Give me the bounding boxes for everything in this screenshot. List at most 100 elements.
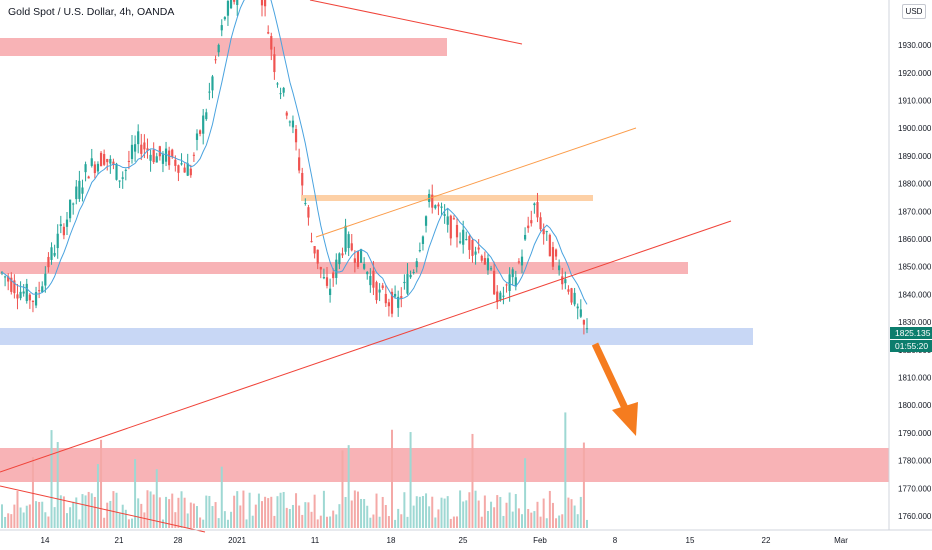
volume-bar xyxy=(387,516,390,528)
candle-body xyxy=(393,293,397,297)
candle-body xyxy=(406,274,409,294)
candle-body xyxy=(536,202,539,218)
candle-body xyxy=(545,231,548,233)
price-tick-label: 1900.000 xyxy=(898,124,932,133)
volume-bar xyxy=(174,512,177,528)
candle-body xyxy=(363,263,366,269)
volume-bar xyxy=(96,464,99,528)
candle-body xyxy=(573,292,576,305)
volume-bar xyxy=(586,519,588,528)
volume-bar xyxy=(338,504,341,528)
volume-bar xyxy=(168,499,171,528)
candle-body xyxy=(418,250,421,252)
volume-bar xyxy=(25,505,28,528)
volume-bar xyxy=(189,502,192,528)
volume-bar xyxy=(245,519,248,528)
volume-bar xyxy=(394,519,397,528)
candle-body xyxy=(474,251,477,255)
resistance-zone-1875 xyxy=(301,195,593,201)
price-tick-label: 1930.000 xyxy=(898,41,932,50)
last-price-box xyxy=(890,327,932,339)
candle-body xyxy=(78,180,81,199)
target-zone-1778 xyxy=(0,448,889,482)
volume-bar xyxy=(208,495,211,528)
candle-body xyxy=(106,158,109,163)
candle-body xyxy=(13,280,16,294)
candle-body xyxy=(539,217,542,230)
price-tick-label: 1790.000 xyxy=(898,429,932,438)
volume-bar xyxy=(356,491,359,528)
volume-bar xyxy=(434,517,437,528)
volume-bar xyxy=(551,502,554,528)
candle-body xyxy=(282,87,285,93)
volume-bar xyxy=(397,508,400,528)
volume-bar xyxy=(4,516,7,528)
volume-bar xyxy=(462,501,465,528)
volume-bar xyxy=(264,496,267,528)
candle-body xyxy=(564,279,567,284)
candle-body xyxy=(177,165,180,173)
volume-bar xyxy=(19,507,22,528)
price-tick-label: 1810.000 xyxy=(898,374,932,383)
volume-bar xyxy=(310,511,313,528)
volume-bar xyxy=(279,492,282,528)
candle-body xyxy=(499,292,502,300)
volume-bar xyxy=(391,429,393,528)
candle-body xyxy=(164,148,168,162)
volume-bar xyxy=(418,496,421,528)
volume-bar xyxy=(134,459,137,528)
volume-bar xyxy=(474,490,477,528)
price-tick-label: 1770.000 xyxy=(898,484,932,493)
candle-body xyxy=(375,282,378,301)
volume-bar xyxy=(13,504,16,528)
candle-body xyxy=(579,309,582,317)
candle-body xyxy=(356,250,360,267)
volume-bar xyxy=(72,501,75,528)
candle-body xyxy=(109,158,112,164)
candle-body xyxy=(338,253,341,265)
volume-bar xyxy=(223,511,226,528)
volume-bar xyxy=(579,496,582,528)
volume-bar xyxy=(50,430,53,528)
candle-body xyxy=(483,258,486,265)
volume-bar xyxy=(533,511,536,528)
volume-bar xyxy=(202,519,205,528)
candle-body xyxy=(41,286,44,293)
candle-body xyxy=(90,158,93,166)
volume-bar xyxy=(403,492,406,528)
volume-bar xyxy=(121,504,124,528)
candle-body xyxy=(44,273,47,286)
volume-bar xyxy=(335,514,338,528)
candle-body xyxy=(424,216,428,226)
volume-bar xyxy=(483,495,486,528)
time-tick-label: 15 xyxy=(686,536,695,545)
volume-bar xyxy=(214,502,217,528)
volume-bar xyxy=(66,513,68,528)
volume-bar xyxy=(511,511,514,528)
candle-body xyxy=(270,36,273,50)
volume-bar xyxy=(378,516,381,528)
candle-body xyxy=(455,224,459,238)
volume-bar xyxy=(233,495,236,528)
candle-body xyxy=(554,249,558,257)
candle-body xyxy=(47,256,50,268)
volume-bar xyxy=(59,495,62,528)
candle-body xyxy=(171,149,174,158)
trend-layer xyxy=(0,0,732,533)
candle-body xyxy=(28,294,31,301)
currency-selector[interactable]: USD xyxy=(902,4,926,19)
time-tick-label: 28 xyxy=(174,536,183,545)
candle-body xyxy=(121,177,124,179)
volume-bar xyxy=(502,515,505,528)
candle-body xyxy=(56,233,59,249)
candle-body xyxy=(75,186,78,200)
candle-body xyxy=(208,91,211,93)
candle-body xyxy=(462,229,465,245)
volume-bar xyxy=(360,498,363,528)
candle-body xyxy=(137,131,140,145)
volume-bar xyxy=(161,519,164,528)
volume-bar xyxy=(78,519,81,528)
candle-body xyxy=(582,320,586,325)
candle-body xyxy=(146,148,149,151)
